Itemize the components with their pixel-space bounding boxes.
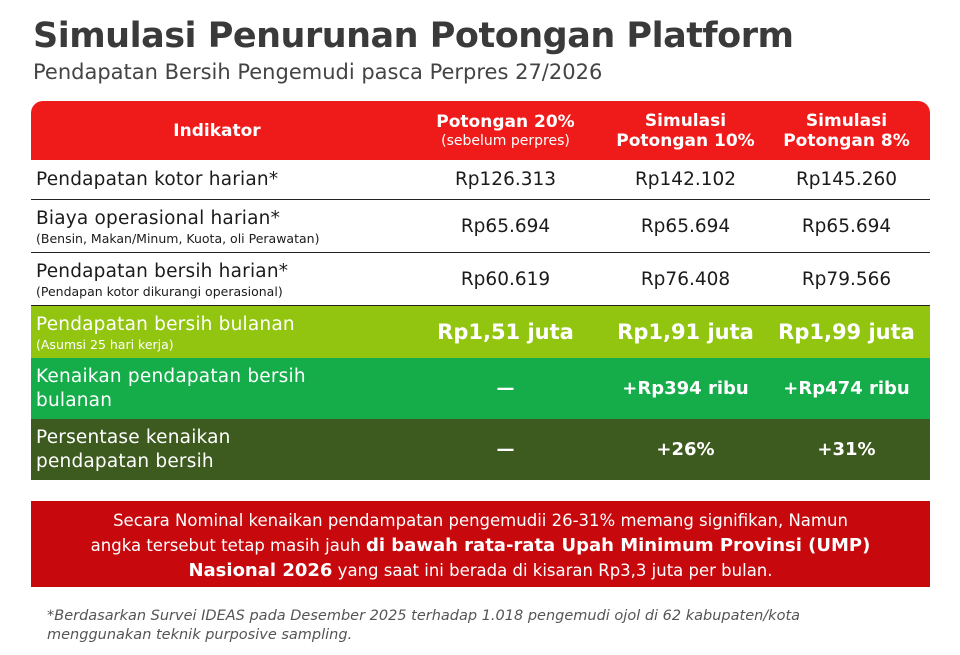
value-cell: +26%	[656, 439, 715, 460]
row-label-cell: Biaya operasional harian* (Bensin, Makan…	[31, 200, 403, 252]
comparison-table: Indikator Potongan 20% (sebelum perpres)…	[31, 101, 930, 480]
row-note: (Pendapan kotor dikurangi operasional)	[36, 283, 283, 299]
row-label-cell: Pendapatan kotor harian*	[31, 160, 403, 199]
value-cell: —	[496, 378, 515, 399]
table-row-highlight: Kenaikan pendapatan bersih bulanan — +Rp…	[31, 358, 930, 419]
row-label: Kenaikan pendapatan bersih bulanan	[36, 365, 306, 411]
value-cell: —	[496, 439, 515, 460]
header-indikator: Indikator	[173, 120, 261, 141]
table-row: Pendapatan bersih harian* (Pendapan koto…	[31, 253, 930, 306]
row-label: Pendapatan kotor harian*	[36, 168, 279, 190]
header-simulasi-8: Simulasi Potongan 8%	[783, 110, 910, 151]
conclusion-callout: Secara Nominal kenaikan pendampatan peng…	[31, 501, 930, 587]
row-label-cell: Pendapatan bersih bulanan (Asumsi 25 har…	[31, 306, 403, 358]
value-cell: Rp76.408	[640, 268, 731, 290]
value-cell: +Rp474 ribu	[783, 378, 910, 399]
callout-line: Nasional 2026 yang saat ini berada di ki…	[188, 560, 773, 581]
row-label-cell: Kenaikan pendapatan bersih bulanan	[31, 358, 403, 419]
row-label-cell: Persentase kenaikan pendapatan bersih	[31, 419, 403, 480]
row-label: Biaya operasional harian*	[36, 207, 281, 229]
footnote: *Berdasarkan Survei IDEAS pada Desember …	[47, 608, 801, 643]
value-cell: Rp1,99 juta	[778, 320, 915, 344]
row-note: (Bensin, Makan/Minum, Kuota, oli Perawat…	[36, 230, 320, 246]
row-label: Pendapatan bersih bulanan	[36, 313, 295, 335]
table-header-row: Indikator Potongan 20% (sebelum perpres)…	[31, 101, 930, 160]
page-title: Simulasi Penurunan Potongan Platform	[33, 16, 794, 56]
value-cell: Rp1,51 juta	[437, 320, 574, 344]
table-row-highlight: Pendapatan bersih bulanan (Asumsi 25 har…	[31, 306, 930, 358]
page-subtitle: Pendapatan Bersih Pengemudi pasca Perpre…	[33, 60, 603, 84]
row-note: (Asumsi 25 hari kerja)	[36, 336, 174, 352]
value-cell: Rp65.694	[801, 215, 892, 237]
value-cell: Rp1,91 juta	[617, 320, 754, 344]
table-row: Pendapatan kotor harian* Rp126.313 Rp142…	[31, 160, 930, 200]
callout-line: angka tersebut tetap masih jauh di bawah…	[90, 535, 871, 556]
table-row-highlight: Persentase kenaikan pendapatan bersih — …	[31, 419, 930, 480]
value-cell: Rp145.260	[795, 169, 898, 190]
value-cell: Rp65.694	[640, 215, 731, 237]
header-simulasi-10: Simulasi Potongan 10%	[616, 110, 755, 151]
table-row: Biaya operasional harian* (Bensin, Makan…	[31, 200, 930, 253]
row-label: Persentase kenaikan pendapatan bersih	[36, 426, 231, 472]
header-potongan-20: Potongan 20% (sebelum perpres)	[436, 112, 575, 149]
value-cell: Rp126.313	[454, 169, 557, 190]
callout-line: Secara Nominal kenaikan pendampatan peng…	[113, 511, 848, 530]
value-cell: Rp65.694	[460, 215, 551, 237]
value-cell: +31%	[817, 439, 876, 460]
value-cell: +Rp394 ribu	[622, 378, 749, 399]
value-cell: Rp60.619	[460, 268, 551, 290]
value-cell: Rp79.566	[801, 268, 892, 290]
value-cell: Rp142.102	[634, 169, 737, 190]
row-label: Pendapatan bersih harian*	[36, 260, 289, 282]
row-label-cell: Pendapatan bersih harian* (Pendapan koto…	[31, 253, 403, 305]
